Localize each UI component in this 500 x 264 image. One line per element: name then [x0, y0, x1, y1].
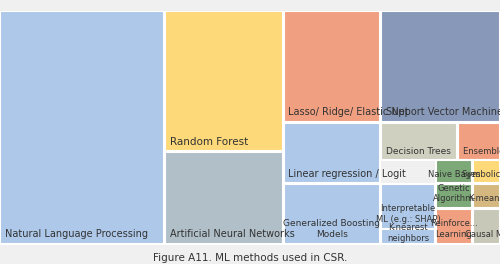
Bar [436, 161, 472, 183]
Bar [165, 152, 282, 244]
Bar [473, 161, 500, 183]
Bar [436, 209, 472, 244]
Text: Decision Trees: Decision Trees [386, 147, 451, 155]
Text: Ensemble Model: Ensemble Model [463, 147, 500, 155]
Text: Reinforce...
Learning: Reinforce... Learning [430, 219, 478, 239]
Text: Figure A11. ML methods used in CSR.: Figure A11. ML methods used in CSR. [153, 253, 347, 263]
Bar [458, 123, 500, 161]
Bar [284, 123, 380, 183]
Bar [381, 184, 435, 229]
Text: Genetic
Algorithm: Genetic Algorithm [434, 184, 474, 203]
Text: Generalized Boosting
Models: Generalized Boosting Models [283, 219, 380, 239]
Bar [381, 123, 457, 161]
Bar [436, 184, 472, 208]
Text: Natural Language Processing: Natural Language Processing [5, 229, 148, 239]
Text: Interpretable
ML (e.g.: SHAP): Interpretable ML (e.g.: SHAP) [376, 204, 440, 224]
Bar [473, 184, 500, 208]
Text: Support Vector Machine: Support Vector Machine [386, 107, 500, 117]
Text: Naive Bayes: Naive Bayes [428, 170, 480, 179]
Bar [284, 184, 380, 244]
Bar [284, 11, 380, 122]
Text: Causal ML: Causal ML [465, 230, 500, 239]
Bar [165, 11, 282, 152]
Text: Linear regression / Logit: Linear regression / Logit [288, 169, 406, 179]
Bar [0, 11, 164, 244]
Text: Symbolic AI: Symbolic AI [462, 170, 500, 179]
Bar [381, 11, 500, 122]
Bar [381, 229, 435, 244]
Text: K-nearest
neighbors: K-nearest neighbors [387, 223, 429, 243]
Text: Random Forest: Random Forest [170, 136, 248, 147]
Text: Artificial Neural Networks: Artificial Neural Networks [170, 229, 295, 239]
Bar [473, 209, 500, 244]
Text: K-means: K-means [468, 194, 500, 203]
Text: Lasso/ Ridge/ Elastic Net: Lasso/ Ridge/ Elastic Net [288, 107, 409, 117]
